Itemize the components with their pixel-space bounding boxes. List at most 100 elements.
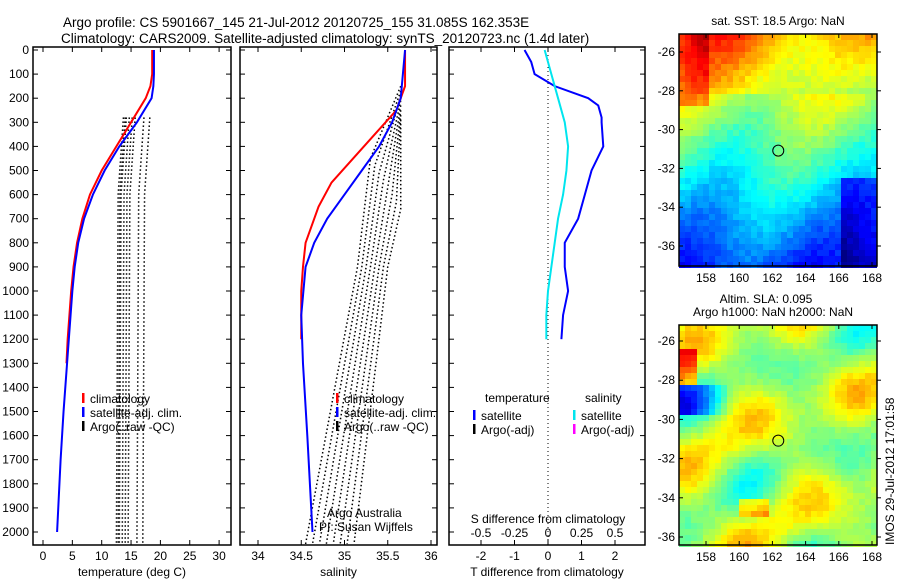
map-cell (703, 445, 709, 451)
map-cell (679, 517, 685, 523)
map-cell (871, 499, 877, 505)
map-cell (865, 427, 871, 433)
map-cell (745, 160, 751, 166)
map-cell (829, 202, 835, 208)
map-cell (691, 232, 697, 238)
map-cell (793, 505, 799, 511)
map-cell (751, 244, 757, 250)
map-cell (745, 463, 751, 469)
map-cell (763, 463, 769, 469)
legend-entry: Argo(..raw -QC) (344, 420, 429, 434)
map-cell (715, 511, 721, 517)
map-cell (769, 190, 775, 196)
map-cell (775, 337, 781, 343)
map-cell (781, 172, 787, 178)
map-cell (781, 214, 787, 220)
map-cell (679, 226, 685, 232)
y-tick-label: 300 (9, 115, 29, 129)
map-cell (847, 100, 853, 106)
map-cell (697, 505, 703, 511)
map-cell (715, 391, 721, 397)
map-cell (805, 166, 811, 172)
map-cell (703, 52, 709, 58)
map-cell (685, 523, 691, 529)
map-cell (799, 40, 805, 46)
map-cell (679, 487, 685, 493)
map-cell (865, 487, 871, 493)
map-cell (769, 58, 775, 64)
map-cell (787, 415, 793, 421)
map-cell (745, 154, 751, 160)
map-cell (709, 427, 715, 433)
map-cell (817, 403, 823, 409)
map-cell (721, 250, 727, 256)
map-cell (859, 355, 865, 361)
map-cell (865, 469, 871, 475)
map-cell (679, 337, 685, 343)
map-cell (865, 343, 871, 349)
map-cell (871, 172, 877, 178)
map-cell (835, 106, 841, 112)
x-tick2-label: 0 (545, 526, 552, 540)
map-cell (841, 232, 847, 238)
map-cell (691, 124, 697, 130)
map-cell (823, 427, 829, 433)
map-cell (703, 349, 709, 355)
map-cell (709, 469, 715, 475)
map-cell (757, 523, 763, 529)
map-cell (787, 244, 793, 250)
map-cell (745, 208, 751, 214)
map-cell (703, 367, 709, 373)
map-cell (865, 433, 871, 439)
map-cell (823, 493, 829, 499)
map-cell (685, 202, 691, 208)
map-cell (811, 202, 817, 208)
map-cell (781, 361, 787, 367)
map-cell (847, 385, 853, 391)
map-cell (763, 154, 769, 160)
y-tick-label: 1000 (2, 284, 29, 298)
map-cell (685, 475, 691, 481)
map-cell (793, 325, 799, 331)
profile-location-marker (772, 434, 785, 447)
map-cell (727, 373, 733, 379)
map-cell (763, 46, 769, 52)
map-cell (679, 142, 685, 148)
map-cell (799, 58, 805, 64)
map-cell (799, 34, 805, 40)
map-cell (709, 238, 715, 244)
map-cell (679, 493, 685, 499)
map-cell (853, 325, 859, 331)
map-cell (829, 214, 835, 220)
map-cell (769, 238, 775, 244)
map-cell (811, 415, 817, 421)
map-cell (703, 451, 709, 457)
map-cell (691, 427, 697, 433)
map-cell (859, 397, 865, 403)
map-cell (769, 511, 775, 517)
map-cell (739, 148, 745, 154)
map-cell (757, 379, 763, 385)
map-cell (739, 256, 745, 262)
map-cell (859, 409, 865, 415)
map-cell (739, 190, 745, 196)
map-cell (739, 154, 745, 160)
map-cell (751, 349, 757, 355)
map-cell (811, 64, 817, 70)
map-cell (751, 190, 757, 196)
map-cell (739, 46, 745, 52)
map-cell (757, 403, 763, 409)
map-cell (679, 154, 685, 160)
map-cell (787, 523, 793, 529)
map-cell (835, 142, 841, 148)
map-cell (847, 481, 853, 487)
map-cell (751, 208, 757, 214)
map-cell (835, 451, 841, 457)
map-cell (871, 451, 877, 457)
map-cell (853, 256, 859, 262)
map-cell (715, 343, 721, 349)
map-cell (739, 355, 745, 361)
map-cell (775, 148, 781, 154)
map-cell (733, 256, 739, 262)
map-cell (811, 178, 817, 184)
